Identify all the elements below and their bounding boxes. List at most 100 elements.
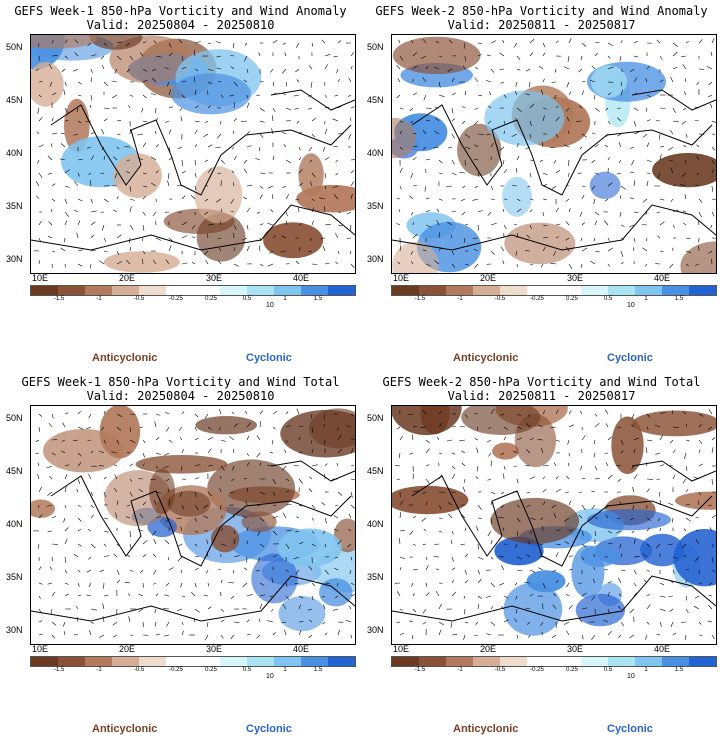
wind-arrow bbox=[38, 42, 40, 48]
wind-arrow bbox=[412, 473, 414, 480]
wind-arrow bbox=[490, 185, 494, 191]
wind-arrow bbox=[230, 595, 235, 599]
wind-arrow bbox=[242, 237, 248, 241]
wind-arrow bbox=[423, 146, 427, 151]
wind-arrow bbox=[152, 259, 157, 265]
wind-arrow bbox=[461, 462, 466, 467]
wind-arrow bbox=[154, 621, 157, 627]
wind-arrow bbox=[565, 593, 570, 597]
wind-arrow bbox=[604, 569, 609, 571]
wind-arrow bbox=[38, 413, 43, 417]
wind-arrow bbox=[683, 91, 687, 96]
colorbar bbox=[391, 656, 717, 667]
wind-arrow bbox=[567, 439, 570, 445]
wind-arrow bbox=[616, 465, 622, 467]
wind-arrow bbox=[51, 621, 57, 626]
wind-arrow bbox=[181, 630, 184, 636]
wind-arrow bbox=[542, 107, 548, 110]
wind-arrow bbox=[434, 260, 440, 265]
wind-arrow bbox=[191, 261, 196, 265]
wind-arrow bbox=[165, 517, 170, 523]
wind-arrow bbox=[422, 543, 427, 545]
cyclonic-vorticity-area bbox=[673, 529, 716, 587]
wind-arrow bbox=[298, 595, 304, 599]
lon-label-20e: 20E bbox=[119, 644, 136, 654]
wind-arrow bbox=[87, 42, 92, 47]
wind-arrow bbox=[63, 89, 66, 96]
wind-arrow bbox=[620, 439, 624, 446]
wind-arrow bbox=[281, 621, 287, 624]
wind-arrow bbox=[707, 94, 713, 98]
wind-arrow bbox=[589, 79, 596, 83]
colorbar-tick: 0.25 bbox=[566, 296, 578, 302]
anticyclonic-vorticity-area bbox=[392, 241, 440, 273]
wind-arrow bbox=[103, 439, 106, 444]
wind-arrow bbox=[425, 158, 430, 161]
wind-arrow bbox=[529, 569, 536, 573]
wind-arrow bbox=[646, 569, 650, 572]
wind-arrow bbox=[643, 133, 648, 138]
wind-arrow bbox=[176, 608, 183, 612]
wind-arrow bbox=[38, 80, 43, 83]
wind-arrow bbox=[126, 68, 131, 73]
wind-arrow bbox=[350, 634, 352, 639]
wind-arrow bbox=[233, 555, 240, 558]
wind-arrow bbox=[555, 476, 559, 480]
wind-arrow bbox=[412, 515, 417, 519]
wind-arrow bbox=[594, 250, 600, 253]
wind-arrow bbox=[477, 42, 482, 44]
colorbar-tick: 0.5 bbox=[603, 667, 613, 673]
wind-arrow bbox=[220, 608, 225, 613]
wind-arrow bbox=[581, 133, 587, 138]
colorbar-swatch bbox=[635, 657, 662, 666]
lat-label-30n: 30N bbox=[6, 254, 23, 264]
wind-arrow bbox=[194, 517, 198, 522]
wind-arrow bbox=[295, 569, 300, 575]
wind-arrow bbox=[451, 77, 455, 83]
wind-arrow bbox=[698, 463, 703, 467]
wind-arrow bbox=[75, 605, 79, 610]
wind-arrow bbox=[168, 172, 170, 179]
wind-arrow bbox=[103, 517, 109, 520]
wind-arrow bbox=[399, 452, 401, 458]
wind-arrow bbox=[333, 55, 339, 58]
colorbar-swatch bbox=[139, 286, 166, 295]
wind-arrow bbox=[646, 462, 648, 467]
anticyclonic-vorticity-area bbox=[103, 251, 180, 273]
wind-arrow bbox=[321, 39, 326, 44]
wind-arrow bbox=[516, 504, 520, 508]
wind-arrow bbox=[103, 118, 108, 122]
wind-arrow bbox=[451, 172, 457, 176]
wind-arrow bbox=[194, 437, 199, 441]
wind-arrow bbox=[155, 55, 162, 58]
colorbar-tick: -0.25 bbox=[530, 296, 544, 302]
wind-arrow bbox=[555, 207, 559, 213]
wind-arrow bbox=[231, 170, 235, 174]
wind-arrow bbox=[103, 582, 105, 589]
wind-arrow bbox=[711, 556, 714, 563]
wind-arrow bbox=[100, 172, 105, 174]
wind-arrow bbox=[425, 564, 429, 571]
wind-arrow bbox=[513, 465, 518, 467]
wind-arrow bbox=[642, 247, 648, 252]
wind-arrow bbox=[646, 180, 649, 187]
wind-arrow bbox=[116, 133, 121, 135]
wind-arrow bbox=[99, 634, 105, 638]
wind-arrow bbox=[243, 567, 248, 571]
wind-arrow bbox=[477, 556, 484, 560]
wind-arrow bbox=[243, 197, 248, 200]
wind-arrow bbox=[270, 68, 274, 73]
wind-arrow bbox=[593, 237, 596, 242]
wind-arrow bbox=[259, 107, 265, 112]
wind-arrow bbox=[116, 250, 120, 256]
wind-arrow bbox=[64, 55, 69, 59]
wind-arrow bbox=[233, 130, 235, 135]
wind-arrow bbox=[659, 595, 666, 598]
wind-arrow bbox=[350, 65, 353, 70]
wind-arrow bbox=[64, 81, 67, 87]
wind-arrow bbox=[591, 132, 596, 135]
wind-arrow bbox=[168, 245, 172, 252]
wind-arrow bbox=[272, 40, 278, 44]
wind-arrow bbox=[259, 245, 261, 252]
wind-arrow bbox=[125, 171, 131, 174]
